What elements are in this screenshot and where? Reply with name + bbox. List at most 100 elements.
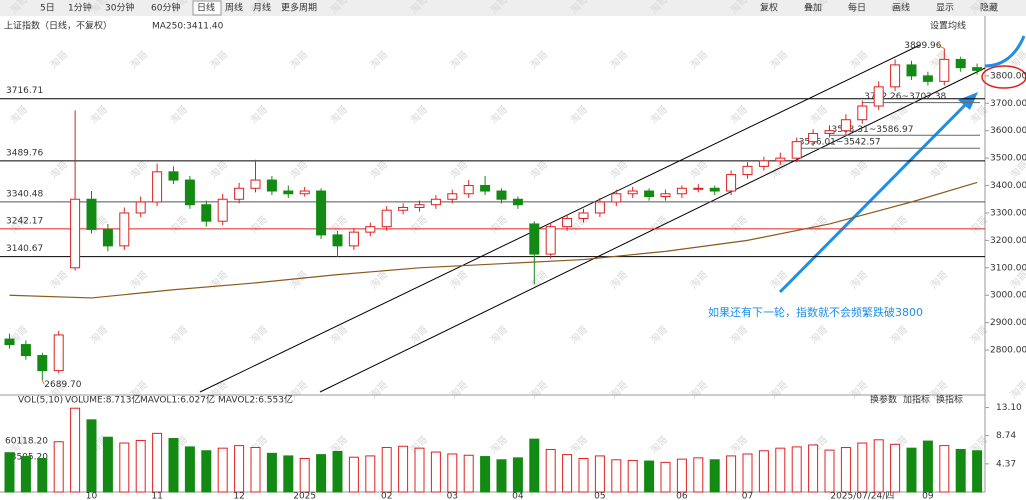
tool-button[interactable]: 复权 (760, 2, 778, 14)
x-tick-label: 2025 (293, 492, 316, 500)
watermark: 淘哥 (887, 323, 910, 346)
candle-body (348, 231, 359, 247)
volume-bar (726, 455, 737, 493)
watermark: 淘哥 (727, 433, 750, 456)
watermark: 淘哥 (7, 103, 30, 126)
volume-bar (840, 447, 851, 493)
y-tick-label: 3600.00 (990, 126, 1026, 136)
period-tab[interactable]: 周线 (225, 2, 243, 14)
highlight-circle (981, 65, 1026, 89)
candle-body (562, 217, 573, 228)
x-tick-label: 10 (86, 492, 98, 500)
ma-setting[interactable]: 设置均线 (930, 20, 966, 32)
watermark: 淘哥 (447, 48, 470, 71)
volume-bar (152, 432, 163, 493)
vol-tool[interactable]: 换指标 (936, 394, 963, 406)
candle-body (758, 160, 769, 167)
candle-body (890, 64, 901, 88)
watermark: 淘哥 (47, 48, 70, 71)
candle-body (414, 204, 425, 208)
volume-bar (480, 456, 491, 493)
volume-bar (70, 407, 81, 493)
volume-bar (102, 436, 113, 493)
volume-bar (250, 447, 261, 493)
candle-body (693, 187, 704, 190)
volume-bar (4, 452, 15, 493)
candle-body (824, 130, 835, 134)
watermark: 淘哥 (847, 378, 870, 401)
volume-bar (939, 445, 950, 493)
watermark: 淘哥 (527, 268, 550, 291)
volume-bar (594, 455, 605, 493)
candle-body (381, 209, 392, 228)
period-tab[interactable]: 30分钟 (105, 2, 134, 14)
tool-button[interactable]: 隐藏 (980, 2, 998, 14)
watermark: 淘哥 (967, 323, 990, 346)
volume-bar (348, 456, 359, 493)
volume-bar (611, 459, 622, 493)
candle-body (840, 119, 851, 132)
candle-body (742, 165, 753, 176)
y-tick-label: 3400.00 (990, 181, 1026, 191)
watermark: 淘哥 (487, 103, 510, 126)
vol-title: VOL(5,10) (18, 396, 63, 406)
candle-body (611, 193, 622, 203)
watermark: 淘哥 (647, 103, 670, 126)
y-tick-label: 3800.00 (990, 71, 1026, 81)
watermark: 淘哥 (127, 48, 150, 71)
period-tab[interactable]: 日线 (197, 2, 215, 14)
vol-ma2: MAVOL2:6.553亿 (218, 394, 293, 406)
tool-button[interactable]: 每日 (848, 2, 866, 14)
support-label: 3140.67 (6, 244, 43, 254)
volume-bar (365, 455, 376, 493)
watermark: 淘哥 (807, 323, 830, 346)
x-tick-label: 02 (381, 492, 392, 500)
volume-bar (381, 447, 392, 493)
watermark: 淘哥 (647, 323, 670, 346)
watermark: 淘哥 (687, 378, 710, 401)
y-tick-label: 3700.00 (990, 99, 1026, 109)
volume-bar (299, 457, 310, 493)
vol-tool[interactable]: 加指标 (903, 394, 930, 406)
watermark: 淘哥 (607, 268, 630, 291)
watermark: 淘哥 (247, 213, 270, 236)
tool-button[interactable]: 画线 (892, 2, 910, 14)
candle-body (463, 185, 474, 195)
candle-body (775, 157, 786, 162)
watermark: 淘哥 (207, 48, 230, 71)
candle-body (53, 334, 64, 372)
vol-value: VOLUME:8.713亿 (65, 394, 141, 406)
vol-tool[interactable]: 换参数 (870, 394, 897, 406)
candle-body (808, 132, 819, 143)
volume-bar (644, 460, 655, 493)
watermark: 淘哥 (687, 48, 710, 71)
watermark: 淘哥 (207, 268, 230, 291)
period-tab[interactable]: 月线 (253, 2, 271, 14)
watermark: 淘哥 (87, 323, 110, 346)
v-tick-label: 4.37 (996, 459, 1016, 469)
period-tab[interactable]: 5日 (40, 3, 55, 14)
candle-body (283, 190, 294, 195)
candle-body (906, 64, 917, 77)
candle-body (299, 190, 310, 195)
period-tab[interactable]: 更多周期 (281, 2, 317, 14)
candle-body (86, 198, 97, 230)
tool-button[interactable]: 叠加 (804, 3, 822, 14)
candle-body (398, 206, 409, 211)
watermark: 淘哥 (327, 213, 350, 236)
candle-body (332, 234, 343, 247)
candle-body (480, 185, 491, 192)
x-tick-label: 03 (447, 492, 458, 500)
period-tab[interactable]: 60分钟 (151, 2, 180, 14)
volume-bar (37, 457, 48, 493)
volume-bar (135, 439, 146, 493)
support-label: 3242.17 (6, 216, 43, 226)
volume-bar (906, 447, 917, 493)
candle-body (70, 198, 81, 269)
period-tab[interactable]: 1分钟 (68, 2, 92, 14)
tool-button[interactable]: 显示 (936, 3, 954, 14)
watermark: 淘哥 (647, 433, 670, 456)
candle-body (119, 212, 130, 247)
channel-line (199, 44, 921, 393)
candle-body (447, 193, 458, 200)
